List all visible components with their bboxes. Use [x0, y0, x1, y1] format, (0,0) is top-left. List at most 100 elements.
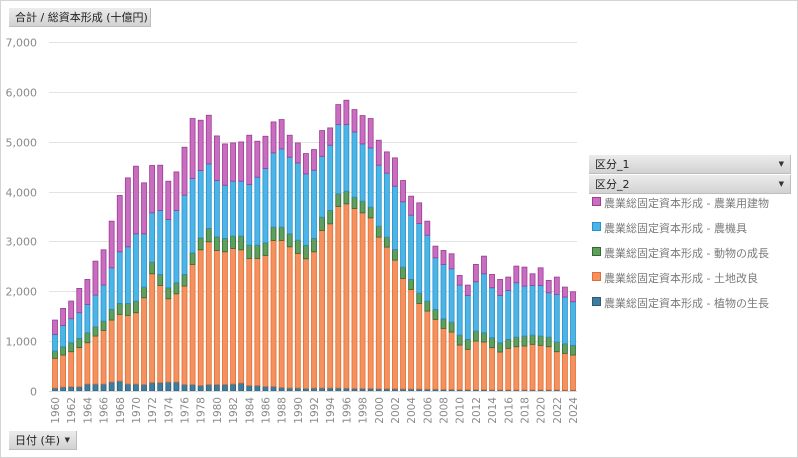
bar-segment	[392, 249, 398, 261]
bar-stack-1963	[76, 287, 83, 392]
bar-segment	[124, 314, 131, 385]
bar-segment	[392, 185, 398, 250]
bar-stack-1991	[303, 153, 309, 392]
bar-segment	[246, 184, 253, 246]
bar-stack-2015	[497, 279, 504, 392]
bar-segment	[60, 386, 66, 392]
bar-segment	[157, 274, 164, 286]
bar-stack-1992	[311, 149, 317, 392]
bar-stack-2020	[537, 267, 544, 392]
bar-stack-1999	[367, 118, 374, 392]
legend-field-kubun-2[interactable]: 区分_2 ▼	[589, 175, 791, 194]
bar-segment	[424, 220, 431, 236]
bar-segment	[489, 347, 495, 391]
bar-segment	[489, 337, 495, 349]
x-tick-label: 1998	[358, 397, 370, 424]
bar-segment	[319, 387, 325, 392]
bar-segment	[335, 206, 342, 389]
bar-segment	[570, 354, 576, 391]
bar-segment	[197, 119, 204, 171]
bar-segment	[570, 301, 576, 346]
bar-segment	[92, 383, 99, 392]
bar-stack-1961	[60, 307, 66, 392]
bar-stack-1983	[238, 141, 245, 392]
bar-segment	[213, 236, 220, 251]
bar-segment	[181, 384, 188, 392]
legend-field-kubun-1[interactable]: 区分_1 ▼	[589, 155, 791, 174]
bar-segment	[60, 307, 66, 326]
bar-segment	[100, 249, 107, 286]
bar-stack-1970	[133, 165, 139, 392]
bar-segment	[165, 381, 172, 392]
legend-swatch-icon	[592, 222, 601, 231]
bar-segment	[197, 249, 204, 386]
bar-segment	[278, 387, 285, 392]
bar-stack-1980	[213, 135, 220, 392]
legend-item-buildings[interactable]: 農業総固定資本形成 - 農業用建物	[592, 196, 769, 212]
bar-segment	[545, 292, 552, 338]
bar-segment	[553, 341, 560, 353]
bar-segment	[262, 255, 269, 387]
bar-segment	[173, 210, 180, 284]
bar-segment	[448, 331, 455, 390]
bar-stack-1973	[157, 164, 164, 392]
bar-stack-1960	[52, 319, 58, 392]
x-tick-label: 2014	[487, 397, 499, 424]
bar-segment	[505, 289, 512, 340]
y-tick-label: 6,000	[6, 87, 38, 100]
date-field-button[interactable]: 日付 (年) ▼	[9, 431, 77, 450]
bar-segment	[278, 240, 285, 388]
legend-item-land-improvement[interactable]: 農業総固定資本形成 - 土地改良	[592, 271, 758, 287]
bar-stack-1994	[327, 127, 334, 392]
x-tick-label: 2012	[471, 397, 483, 424]
bar-segment	[464, 348, 471, 391]
bar-segment	[68, 300, 75, 320]
bar-segment	[205, 384, 212, 392]
bar-segment	[157, 382, 164, 392]
legend-swatch-icon	[592, 272, 601, 281]
bar-stack-2008	[440, 250, 447, 392]
x-tick-label: 1990	[293, 397, 305, 424]
bar-stack-1989	[286, 134, 293, 392]
bar-segment	[489, 287, 495, 339]
bar-segment	[181, 146, 188, 196]
bar-segment	[562, 296, 568, 345]
bar-stack-1981	[222, 143, 228, 392]
bar-stack-1972	[149, 165, 156, 392]
bar-stack-2006	[424, 220, 431, 392]
bar-segment	[270, 386, 277, 392]
bar-segment	[529, 284, 536, 336]
legend-item-plant-growth[interactable]: 農業総固定資本形成 - 植物の生長	[592, 296, 769, 312]
bar-segment	[408, 214, 415, 280]
bar-segment	[189, 178, 196, 254]
legend-item-machinery[interactable]: 農業総固定資本形成 - 農機具	[592, 221, 747, 237]
dropdown-arrow-icon: ▼	[64, 436, 70, 444]
legend-item-label: 農業総固定資本形成 - 土地改良	[604, 272, 758, 285]
bar-stack-1969	[124, 177, 131, 392]
bar-segment	[181, 285, 188, 385]
bar-segment	[367, 217, 374, 389]
bar-segment	[432, 308, 439, 320]
bar-segment	[319, 230, 325, 389]
y-tick-label: 0	[30, 386, 37, 399]
legend-item-animal-growth[interactable]: 農業総固定資本形成 - 動物の成長	[592, 246, 769, 262]
bar-segment	[408, 279, 415, 290]
x-tick-label: 2022	[552, 397, 564, 424]
bar-segment	[100, 320, 107, 331]
bar-segment	[343, 190, 350, 205]
bar-segment	[213, 384, 220, 392]
bar-stack-2013	[481, 255, 487, 392]
bar-segment	[173, 293, 180, 383]
bar-segment	[294, 162, 301, 241]
value-field-button[interactable]: 合計 / 総資本形成 (十億円)	[9, 8, 151, 27]
bar-segment	[205, 114, 212, 165]
bar-segment	[230, 235, 236, 249]
bar-segment	[448, 253, 455, 270]
y-tick-label: 2,000	[6, 286, 38, 299]
bar-segment	[392, 259, 398, 390]
bar-segment	[303, 153, 309, 175]
bar-segment	[424, 234, 431, 302]
bar-segment	[213, 250, 220, 385]
bar-segment	[124, 177, 131, 248]
legend-swatch-icon	[592, 197, 601, 206]
